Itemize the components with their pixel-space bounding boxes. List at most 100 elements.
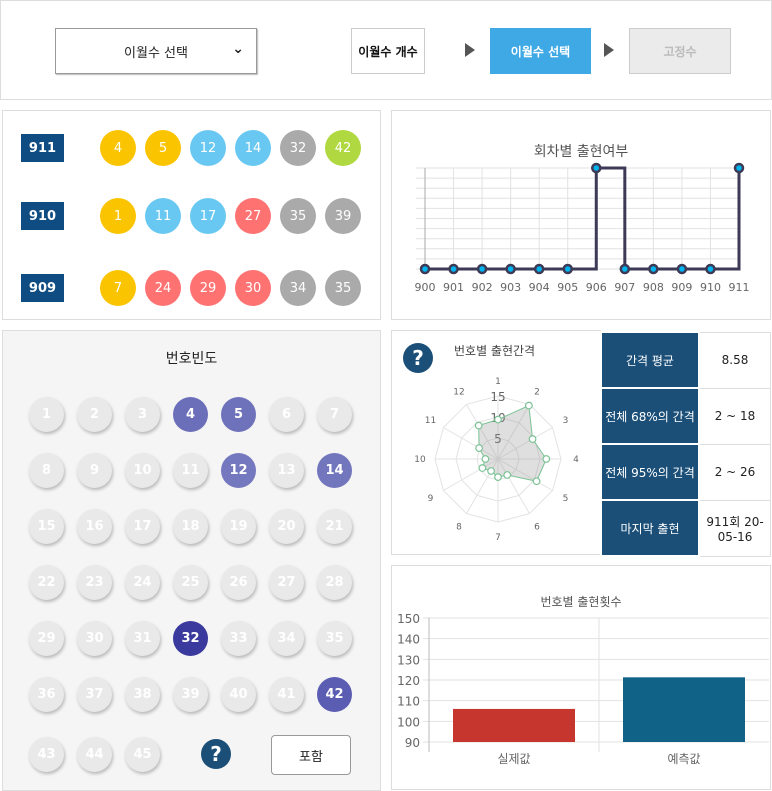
chart-title: 회차별 출현여부 [533, 144, 629, 160]
frequency-number-7[interactable]: 7 [317, 397, 352, 432]
stat-row: 간격 평균 8.58 [600, 331, 771, 389]
interval-stats-table: 간격 평균 8.58 전체 68%의 간격 2 ~ 18 전체 95%의 간격 2 ~… [600, 331, 771, 557]
frequency-number-18[interactable]: 18 [173, 509, 208, 544]
stat-value: 2 ~ 18 [698, 387, 771, 445]
frequency-number-12[interactable]: 12 [221, 453, 256, 488]
frequency-number-16[interactable]: 16 [77, 509, 112, 544]
count-bar-chart-panel: 번호별 출현횟수 90 100 110 120 130 140 150 실제값 예측값 [391, 565, 771, 790]
frequency-number-36[interactable]: 36 [29, 677, 64, 712]
frequency-number-43[interactable]: 43 [29, 737, 64, 772]
number-ball: 39 [325, 198, 361, 234]
frequency-number-33[interactable]: 33 [221, 621, 256, 656]
frequency-number-1[interactable]: 1 [29, 397, 64, 432]
data-point [619, 263, 631, 275]
frequency-number-26[interactable]: 26 [221, 565, 256, 600]
frequency-number-3[interactable]: 3 [125, 397, 160, 432]
frequency-number-45[interactable]: 45 [125, 737, 160, 772]
x-tick-label: 907 [614, 281, 635, 294]
radar-axis-label: 6 [534, 523, 540, 533]
radar-axis-label: 7 [495, 533, 501, 543]
recent-draws-panel: 911 4 5 12 14 32 42 910 1 11 17 27 35 39 909 7 24 29 30 34 3… [2, 110, 381, 320]
interval-radar-panel: ? 번호별 출현간격 12345678910111251015 [391, 330, 601, 555]
round-label: 910 [21, 202, 64, 230]
frequency-number-10[interactable]: 10 [125, 453, 160, 488]
radar-axis-label: 3 [563, 416, 569, 426]
number-ball: 35 [280, 198, 316, 234]
question-icon[interactable]: ? [403, 343, 433, 373]
number-ball: 11 [145, 198, 181, 234]
bar-실제값 [453, 708, 575, 742]
x-tick-label: 905 [557, 281, 578, 294]
y-tick-label: 120 [397, 674, 420, 688]
arrow-right-icon [604, 43, 614, 57]
frequency-number-4[interactable]: 4 [173, 397, 208, 432]
frequency-panel: 번호빈도 ? 포함 1 2 3 4 5 6 7 8 9 10 11 12 13 14 15 16 17 18 19 2… [2, 330, 381, 791]
frequency-number-23[interactable]: 23 [77, 565, 112, 600]
frequency-number-42[interactable]: 42 [317, 677, 352, 712]
radar-axis-label: 11 [425, 416, 436, 426]
frequency-number-21[interactable]: 21 [317, 509, 352, 544]
radar-tick-label: 15 [490, 390, 505, 404]
step-carryover-count[interactable]: 이월수 개수 [351, 28, 425, 74]
x-tick-label: 실제값 [497, 752, 530, 766]
radar-point [494, 473, 502, 481]
data-point [505, 263, 516, 275]
frequency-number-17[interactable]: 17 [125, 509, 160, 544]
step-carryover-select[interactable]: 이월수 선택 [490, 28, 591, 74]
frequency-number-32[interactable]: 32 [173, 621, 208, 656]
frequency-number-35[interactable]: 35 [317, 621, 352, 656]
frequency-number-37[interactable]: 37 [77, 677, 112, 712]
radar-point [503, 471, 512, 479]
frequency-number-5[interactable]: 5 [221, 397, 256, 432]
frequency-title: 번호빈도 [165, 351, 218, 367]
radar-spoke [497, 458, 530, 514]
frequency-number-41[interactable]: 41 [269, 677, 304, 712]
bar-chart: 90 100 110 120 130 140 150 실제값 예측값 [397, 612, 769, 766]
frequency-number-15[interactable]: 15 [29, 509, 64, 544]
radar-point [524, 401, 533, 410]
dropdown-label: 이월수 선택 [124, 45, 188, 61]
frequency-number-24[interactable]: 24 [125, 565, 160, 600]
frequency-number-38[interactable]: 38 [125, 677, 160, 712]
frequency-number-27[interactable]: 27 [269, 565, 304, 600]
question-icon[interactable]: ? [201, 739, 231, 769]
frequency-number-20[interactable]: 20 [269, 509, 304, 544]
frequency-number-6[interactable]: 6 [269, 397, 304, 432]
number-ball: 12 [190, 130, 226, 166]
carryover-dropdown[interactable]: 이월수 선택 ⌄ [55, 28, 257, 74]
number-ball: 7 [100, 270, 136, 306]
bar-chart-title: 번호별 출현횟수 [540, 595, 622, 609]
frequency-number-2[interactable]: 2 [77, 397, 112, 432]
y-tick-label: 100 [397, 715, 420, 729]
frequency-number-25[interactable]: 25 [173, 565, 208, 600]
frequency-number-19[interactable]: 19 [221, 509, 256, 544]
frequency-number-9[interactable]: 9 [77, 453, 112, 488]
step-fixed-number[interactable]: 고정수 [629, 28, 731, 74]
frequency-number-11[interactable]: 11 [173, 453, 208, 488]
number-ball: 34 [280, 270, 316, 306]
frequency-number-39[interactable]: 39 [173, 677, 208, 712]
data-point [562, 263, 573, 275]
frequency-number-40[interactable]: 40 [221, 677, 256, 712]
frequency-number-30[interactable]: 30 [77, 621, 112, 656]
radar-axis-label: 8 [456, 523, 462, 533]
number-ball: 27 [235, 198, 271, 234]
frequency-number-28[interactable]: 28 [317, 565, 352, 600]
frequency-number-14[interactable]: 14 [317, 453, 352, 488]
data-point [648, 263, 659, 275]
include-button[interactable]: 포함 [271, 735, 351, 775]
round-label: 911 [21, 134, 64, 162]
frequency-number-22[interactable]: 22 [29, 565, 64, 600]
frequency-number-13[interactable]: 13 [269, 453, 304, 488]
frequency-number-34[interactable]: 34 [269, 621, 304, 656]
radar-axis-label: 9 [428, 494, 434, 504]
frequency-number-8[interactable]: 8 [29, 453, 64, 488]
frequency-number-29[interactable]: 29 [29, 621, 64, 656]
data-point [448, 263, 459, 275]
stat-row: 마지막 출현 911회 20-05-16 [600, 499, 771, 557]
data-point [476, 263, 488, 275]
data-point [591, 162, 602, 174]
frequency-number-44[interactable]: 44 [77, 737, 112, 772]
frequency-number-31[interactable]: 31 [125, 621, 160, 656]
x-tick-label: 903 [500, 281, 521, 294]
